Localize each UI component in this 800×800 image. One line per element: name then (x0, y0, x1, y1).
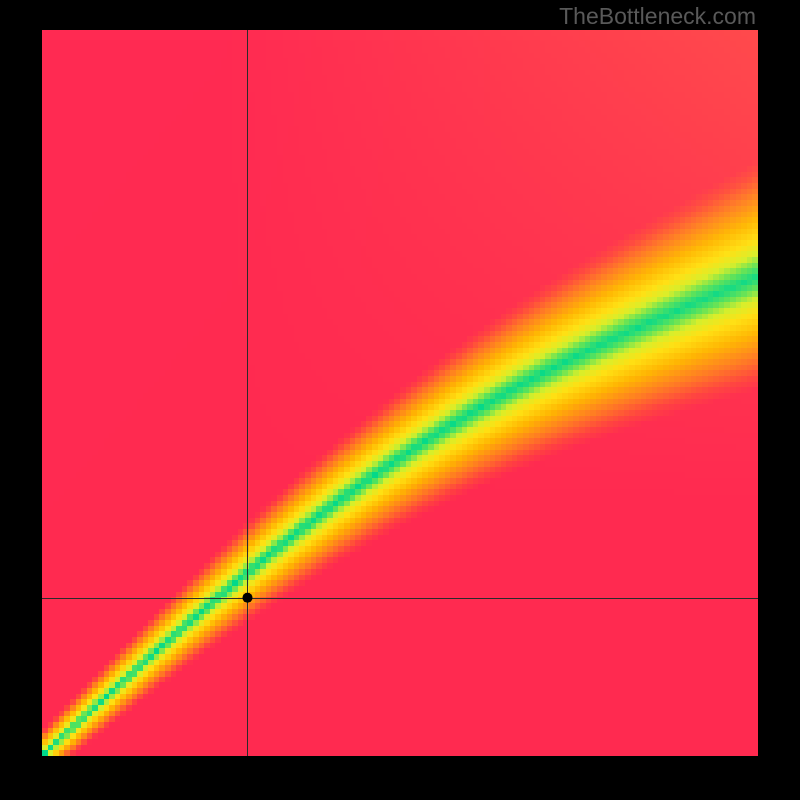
chart-frame: TheBottleneck.com (0, 0, 800, 800)
heatmap-canvas (42, 30, 758, 756)
watermark-text: TheBottleneck.com (0, 3, 800, 30)
heatmap-plot (42, 30, 758, 756)
